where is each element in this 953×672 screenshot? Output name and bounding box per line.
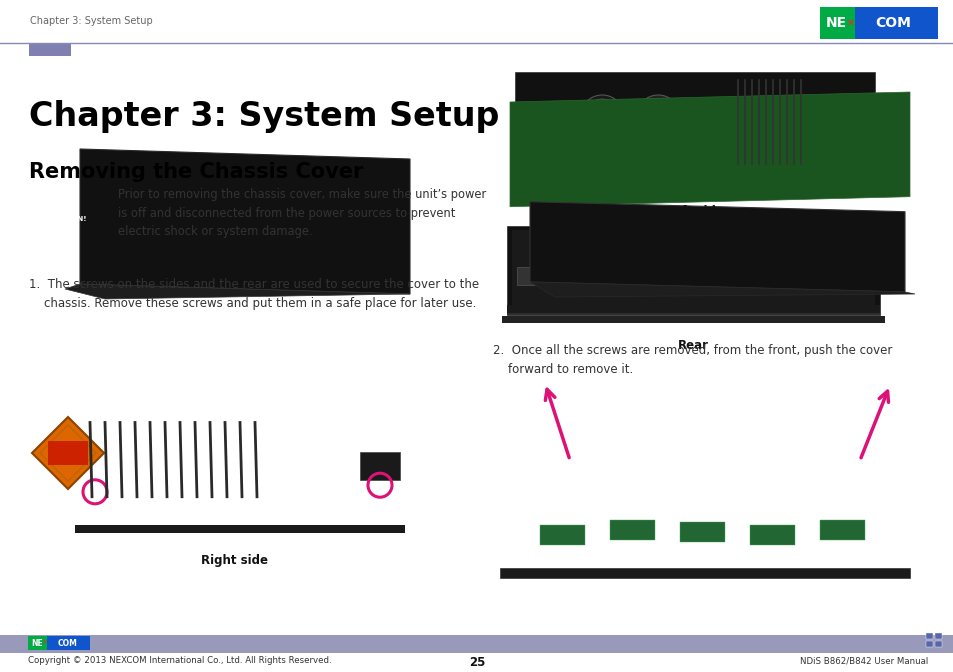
Text: NE: NE	[825, 16, 846, 30]
Bar	[663, 267, 683, 281]
Polygon shape	[32, 417, 104, 489]
Polygon shape	[510, 92, 909, 207]
Bar	[934, 641, 941, 647]
Bar	[517, 267, 535, 285]
Text: 1.  The screws on the sides and the rear are used to secure the cover to the
   : 1. The screws on the sides and the rear …	[29, 278, 478, 310]
Bar	[359, 452, 399, 480]
Text: NE: NE	[30, 638, 43, 648]
Text: ✕: ✕	[42, 640, 47, 646]
Bar	[29, 43, 71, 56]
Circle shape	[583, 99, 619, 135]
Circle shape	[636, 95, 679, 139]
Bar	[515, 72, 874, 172]
Bar	[506, 305, 879, 313]
Bar	[749, 526, 794, 545]
Bar	[607, 267, 627, 281]
Text: Copyright © 2013 NEXCOM International Co., Ltd. All Rights Reserved.: Copyright © 2013 NEXCOM International Co…	[28, 656, 332, 665]
Bar	[934, 633, 941, 639]
Bar	[801, 267, 815, 285]
Circle shape	[579, 95, 623, 139]
Text: Prior to removing the chassis cover, make sure the unit’s power
is off and disco: Prior to removing the chassis cover, mak…	[118, 188, 486, 238]
Text: Left side: Left side	[665, 205, 723, 218]
Polygon shape	[530, 282, 914, 297]
Bar	[679, 522, 724, 542]
Bar	[855, 7, 937, 39]
Bar	[691, 267, 711, 281]
Polygon shape	[80, 149, 410, 294]
Bar	[552, 267, 572, 281]
Bar	[766, 267, 790, 289]
Text: NDiS B862/B842 User Manual: NDiS B862/B842 User Manual	[799, 656, 927, 665]
Polygon shape	[65, 284, 410, 299]
Bar	[737, 267, 760, 289]
Bar	[47, 636, 90, 650]
Bar	[579, 267, 599, 281]
Bar	[499, 568, 909, 578]
Text: 25: 25	[468, 656, 485, 669]
Bar	[925, 633, 932, 639]
Circle shape	[862, 278, 872, 288]
Bar	[506, 226, 879, 315]
Bar	[820, 520, 864, 540]
Bar	[609, 520, 655, 540]
Bar	[506, 309, 879, 315]
Text: Chapter 3: System Setup: Chapter 3: System Setup	[30, 16, 152, 26]
Bar	[515, 164, 874, 172]
Polygon shape	[530, 202, 904, 292]
Text: Chapter 3: System Setup: Chapter 3: System Setup	[29, 100, 498, 133]
Text: Right side: Right side	[201, 554, 268, 567]
Bar	[75, 525, 405, 533]
Bar	[925, 641, 932, 647]
Circle shape	[844, 276, 858, 290]
Text: Rear: Rear	[678, 339, 708, 352]
Text: Removing the Chassis Cover: Removing the Chassis Cover	[29, 162, 363, 182]
Bar	[28, 636, 47, 650]
Bar	[636, 267, 656, 281]
Bar	[512, 230, 874, 305]
Text: ✕: ✕	[845, 18, 854, 28]
Text: CAUTION!: CAUTION!	[49, 216, 87, 222]
Text: COM: COM	[58, 638, 77, 648]
Text: COM: COM	[874, 16, 910, 30]
Bar	[501, 316, 884, 323]
Bar	[510, 174, 879, 182]
Text: 2.  Once all the screws are removed, from the front, push the cover
    forward : 2. Once all the screws are removed, from…	[493, 344, 891, 376]
Bar	[49, 442, 88, 464]
Bar	[821, 267, 835, 285]
Bar	[539, 526, 584, 545]
Bar	[820, 7, 855, 39]
Circle shape	[639, 99, 676, 135]
Bar	[0, 635, 953, 653]
